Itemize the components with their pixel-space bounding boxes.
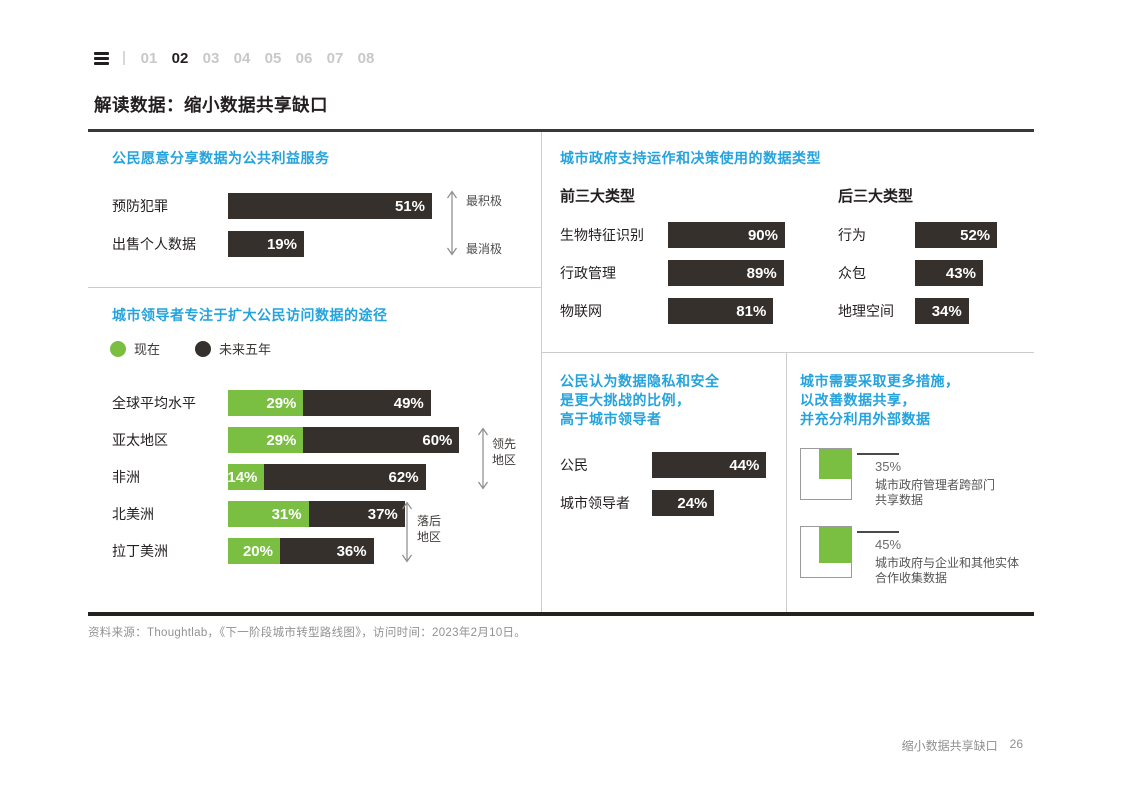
panel-title: 城市需要采取更多措施， 以改善数据共享， 并充分利用外部数据 <box>800 372 960 429</box>
bar-label: 北美洲 <box>112 506 154 522</box>
legend-now-dot-icon <box>110 341 126 357</box>
bar-now: 20% <box>228 538 280 564</box>
bar-dark: 51% <box>228 193 432 219</box>
bar-future: 49% <box>303 390 431 416</box>
panel-title: 公民认为数据隐私和安全 是更大挑战的比例， 高于城市领导者 <box>560 372 720 429</box>
footer-page-number: 26 <box>1009 737 1023 751</box>
updown-arrow-icon <box>447 190 457 256</box>
measure-description: 城市政府与企业和其他实体 合作收集数据 <box>875 556 1020 585</box>
square-fill-icon <box>800 448 852 500</box>
bar-label: 预防犯罪 <box>112 198 168 214</box>
bar-label: 物联网 <box>560 303 602 319</box>
bar-future: 36% <box>280 538 374 564</box>
title-line: 高于城市领导者 <box>560 411 662 427</box>
bar-label: 生物特征识别 <box>560 227 644 243</box>
measure-item: 35% 城市政府管理者跨部门 共享数据 <box>787 448 1034 514</box>
panel-data-types: 城市政府支持运作和决策使用的数据类型 前三大类型 后三大类型 生物特征识别 90… <box>542 132 1034 352</box>
nav-page-03[interactable]: 03 <box>202 50 220 67</box>
bar-dark: 43% <box>915 260 983 286</box>
square-fill-icon <box>800 526 852 578</box>
bar-dark: 81% <box>668 298 774 324</box>
title-line: 城市需要采取更多措施， <box>800 373 960 389</box>
measure-description: 城市政府管理者跨部门 共享数据 <box>875 478 996 507</box>
bar-label: 亚太地区 <box>112 432 168 448</box>
bar-label: 全球平均水平 <box>112 395 196 411</box>
subheading-top3: 前三大类型 <box>560 188 636 205</box>
panel-title: 城市政府支持运作和决策使用的数据类型 <box>560 150 821 166</box>
nav-page-07[interactable]: 07 <box>326 50 344 67</box>
vertical-divider <box>541 132 542 612</box>
measure-value: 45% <box>875 537 902 552</box>
title-line: 并充分利用外部数据 <box>800 411 931 427</box>
bar-label: 地理空间 <box>838 303 894 319</box>
legend-future-dot-icon <box>195 341 211 357</box>
annotation-lagging: 落后地区 <box>417 514 442 544</box>
bar-now: 31% <box>228 501 309 527</box>
panel-access: 城市领导者专注于扩大公民访问数据的途径 现在 未来五年 全球平均水平 29% 4… <box>88 287 541 612</box>
nav-page-05[interactable]: 05 <box>264 50 282 67</box>
bar-now: 14% <box>227 464 265 490</box>
panel-privacy: 公民认为数据隐私和安全 是更大挑战的比例， 高于城市领导者 公民 44% 城市领… <box>542 352 786 612</box>
page-footer: 缩小数据共享缺口 26 <box>902 737 1023 754</box>
bar-now: 29% <box>228 427 304 453</box>
bar-dark: 19% <box>228 231 304 257</box>
nav-page-02-active[interactable]: 02 <box>171 50 189 67</box>
title-line: 以改善数据共享， <box>800 392 916 408</box>
bottom-rule <box>88 612 1034 616</box>
nav-separator <box>123 51 125 65</box>
bar-dark: 44% <box>652 452 767 478</box>
bar-label: 公民 <box>560 457 588 473</box>
horizontal-divider <box>88 287 541 288</box>
bar-label: 城市领导者 <box>560 495 630 511</box>
page-title: 解读数据：缩小数据共享缺口 <box>94 95 328 115</box>
updown-arrow-icon <box>402 501 412 563</box>
measure-value: 35% <box>875 459 902 474</box>
bar-dark: 24% <box>652 490 715 516</box>
bar-label: 非洲 <box>112 469 140 485</box>
bar-dark: 52% <box>915 222 998 248</box>
page-nav: 01 02 03 04 05 06 07 08 <box>140 50 375 67</box>
bar-row: 出售个人数据 19% <box>88 231 541 257</box>
horizontal-divider <box>542 352 1034 353</box>
footer-section-label: 缩小数据共享缺口 <box>901 739 998 753</box>
bar-dark: 90% <box>668 222 785 248</box>
panel-willingness: 公民愿意分享数据为公共利益服务 预防犯罪 51% 出售个人数据 19% 最积极 … <box>88 132 541 287</box>
pointer-line <box>857 531 899 533</box>
panel-title: 公民愿意分享数据为公共利益服务 <box>112 150 330 166</box>
subheading-bottom3: 后三大类型 <box>838 188 914 205</box>
bar-label: 行政管理 <box>560 265 616 281</box>
axis-bottom-label: 最消极 <box>466 242 503 256</box>
title-line: 公民认为数据隐私和安全 <box>560 373 720 389</box>
menu-icon[interactable] <box>94 52 109 67</box>
panel-measures: 城市需要采取更多措施， 以改善数据共享， 并充分利用外部数据 35% 城市政府管… <box>787 352 1034 612</box>
title-line: 是更大挑战的比例， <box>560 392 691 408</box>
vertical-divider <box>786 353 787 612</box>
nav-page-04[interactable]: 04 <box>233 50 251 67</box>
bar-row: 预防犯罪 51% <box>88 193 541 219</box>
bar-label: 拉丁美洲 <box>112 543 168 559</box>
bar-label: 出售个人数据 <box>112 236 196 252</box>
bar-future: 37% <box>308 501 405 527</box>
measure-item: 45% 城市政府与企业和其他实体 合作收集数据 <box>787 526 1034 592</box>
bar-label: 行为 <box>838 227 866 243</box>
legend-future-label: 未来五年 <box>219 342 272 357</box>
bar-future: 62% <box>264 464 426 490</box>
bar-now: 29% <box>228 390 304 416</box>
updown-arrow-icon <box>478 427 488 490</box>
top-rule <box>88 129 1034 132</box>
panel-title: 城市领导者专注于扩大公民访问数据的途径 <box>112 307 388 323</box>
annotation-leading: 领先地区 <box>492 437 517 467</box>
bar-dark: 34% <box>915 298 969 324</box>
nav-page-01[interactable]: 01 <box>140 50 158 67</box>
pointer-line <box>857 453 899 455</box>
bar-dark: 89% <box>668 260 784 286</box>
source-note: 资料来源：Thoughtlab，《下一阶段城市转型路线图》，访问时间：2023年… <box>88 627 527 639</box>
bar-label: 众包 <box>838 265 866 281</box>
axis-top-label: 最积极 <box>466 194 503 208</box>
bar-future: 60% <box>303 427 460 453</box>
legend-now-label: 现在 <box>134 342 161 357</box>
nav-page-06[interactable]: 06 <box>295 50 313 67</box>
nav-page-08[interactable]: 08 <box>357 50 375 67</box>
